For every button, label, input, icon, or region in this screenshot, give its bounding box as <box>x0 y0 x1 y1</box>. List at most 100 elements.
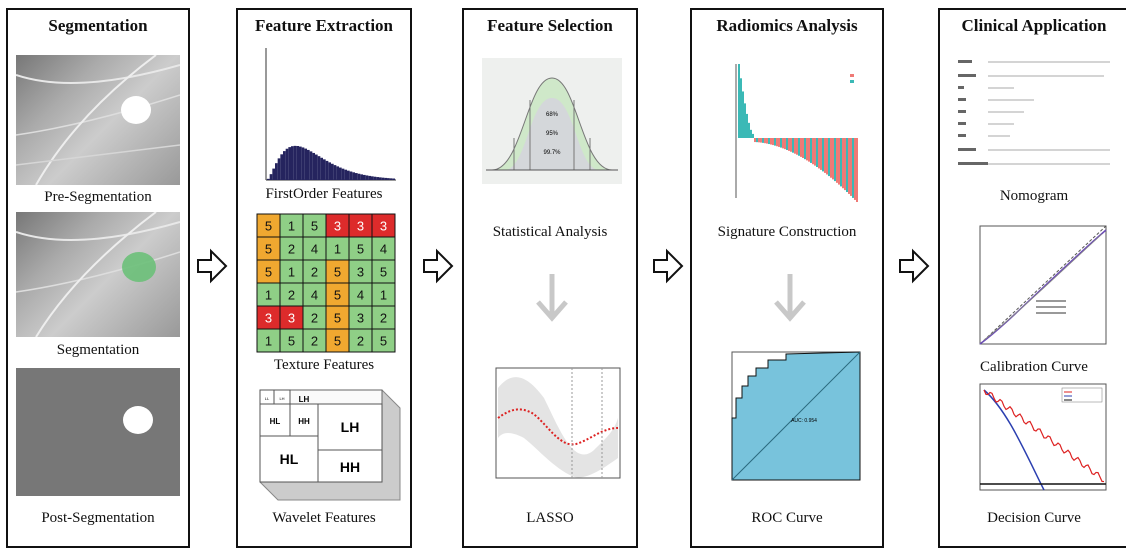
model-net-benefit-line <box>983 389 1105 483</box>
right-arrow-icon <box>423 248 454 284</box>
texture-cell-value: 5 <box>265 219 272 234</box>
signature-bar <box>796 138 798 155</box>
signature-bar <box>766 138 768 144</box>
texture-cell-value: 5 <box>334 265 341 280</box>
signature-bar <box>754 138 756 143</box>
right-arrow-icon <box>197 248 228 284</box>
signature-bar <box>832 138 834 180</box>
histogram-bar <box>267 178 270 180</box>
histogram-bar <box>325 160 329 180</box>
histogram-bar <box>355 173 358 180</box>
signature-bar <box>840 138 842 187</box>
panel-title: Clinical Application <box>961 16 1107 35</box>
histogram-bar <box>283 151 286 180</box>
texture-cell-value: 3 <box>357 219 364 234</box>
histogram-bar <box>352 172 355 180</box>
signature-bar <box>836 138 838 183</box>
panel-title: Feature Extraction <box>254 16 393 35</box>
texture-cell-value: 2 <box>311 334 318 349</box>
histogram-bar <box>299 146 302 180</box>
signature-bar <box>848 138 850 194</box>
signature-bar <box>800 138 802 157</box>
texture-cell-value: 4 <box>311 242 318 257</box>
wavelet-hh-label: HH <box>340 459 360 475</box>
signature-bar <box>806 138 808 161</box>
signature-bar <box>824 138 826 173</box>
signature-bar <box>788 138 790 151</box>
roc-curve: AUC: 0.954 <box>731 351 861 481</box>
signature-bar <box>784 138 786 150</box>
texture-cell-value: 1 <box>288 265 295 280</box>
texture-cell-value: 5 <box>334 288 341 303</box>
signature-bar <box>814 138 816 166</box>
caption-post-segmentation: Post-Segmentation <box>41 510 155 526</box>
texture-cell-value: 5 <box>288 334 295 349</box>
histogram-bar <box>275 163 278 180</box>
signature-bar <box>828 138 830 177</box>
texture-cell <box>371 328 396 353</box>
wavelet-decomposition: LH HL HH LH HL HH LL LH <box>259 389 401 501</box>
texture-cell-value: 2 <box>357 334 364 349</box>
label-95: 95% <box>546 131 559 137</box>
wavelet-lh-mid-label: LH <box>299 395 310 404</box>
signature-bar <box>742 91 744 138</box>
signature-bar <box>802 138 804 159</box>
panel-feature-selection: Feature Selection 68% 95% 99.7% Statisti… <box>462 8 638 548</box>
texture-cell-value: 2 <box>311 265 318 280</box>
texture-cell-value: 3 <box>288 311 295 326</box>
histogram-bar <box>291 146 294 180</box>
histogram-bar <box>285 148 289 180</box>
pre-segmentation-image <box>15 54 181 186</box>
histogram-bar <box>365 175 369 180</box>
histogram-bar <box>293 145 297 180</box>
texture-cell-value: 2 <box>288 288 295 303</box>
histogram-bar <box>368 175 371 180</box>
wavelet-hh-mid-label: HH <box>298 417 310 426</box>
signature-bar <box>830 138 832 178</box>
texture-matrix: 5 1 5 3 3 3 5 2 4 1 5 4 5 1 2 5 3 5 1 2 4 5 4 1 3 3 2 5 3 2 1 5 2 5 2 5 <box>256 213 396 353</box>
signature-bar <box>750 129 752 138</box>
down-arrow-icon <box>536 274 568 322</box>
signature-bar <box>762 138 764 143</box>
histogram-bar <box>349 171 353 180</box>
down-arrow-icon <box>774 274 806 322</box>
right-arrow-icon <box>653 248 684 284</box>
histogram-chart <box>265 48 396 181</box>
histogram-bar <box>269 174 273 180</box>
histogram-bar <box>384 177 387 180</box>
signature-bar <box>786 138 788 150</box>
histogram-bar <box>277 158 281 180</box>
texture-cell-value: 5 <box>357 242 364 257</box>
signature-bar <box>782 138 784 149</box>
signature-bar <box>792 138 794 153</box>
caption-firstorder-features: FirstOrder Features <box>265 186 383 202</box>
texture-cell-value: 1 <box>265 288 272 303</box>
caption-wavelet-features: Wavelet Features <box>272 510 376 526</box>
post-segmentation-mask <box>16 368 180 496</box>
signature-bar <box>756 138 758 143</box>
histogram-bar <box>344 169 347 180</box>
panel-segmentation: Segmentation Pre-Segmentation Segmentati… <box>6 8 190 548</box>
signature-bar <box>776 138 778 147</box>
caption-statistical-analysis: Statistical Analysis <box>492 224 608 240</box>
signature-bar <box>816 138 818 167</box>
wavelet-lh-label: LH <box>341 419 360 435</box>
panel-radiomics-analysis: Radiomics Analysis Signature Constructio… <box>690 8 884 548</box>
panel-clinical-application: Clinical Application Nomogram Calibratio… <box>938 8 1126 548</box>
signature-bar <box>738 64 740 138</box>
texture-cell-value: 5 <box>380 265 387 280</box>
signature-bar <box>842 138 844 189</box>
histogram-bar <box>288 147 291 180</box>
texture-cell-value: 5 <box>265 242 272 257</box>
signature-bar <box>826 138 828 175</box>
signature-bar <box>780 138 782 148</box>
right-arrow-icon <box>899 248 930 284</box>
caption-nomogram: Nomogram <box>999 188 1069 204</box>
texture-cell-value: 1 <box>265 334 272 349</box>
texture-cell-value: 5 <box>311 219 318 234</box>
texture-cell-value: 2 <box>288 242 295 257</box>
histogram-bar <box>360 174 363 180</box>
segmentation-overlay <box>15 211 181 338</box>
texture-cell-value: 2 <box>311 311 318 326</box>
signature-bar <box>758 138 760 143</box>
